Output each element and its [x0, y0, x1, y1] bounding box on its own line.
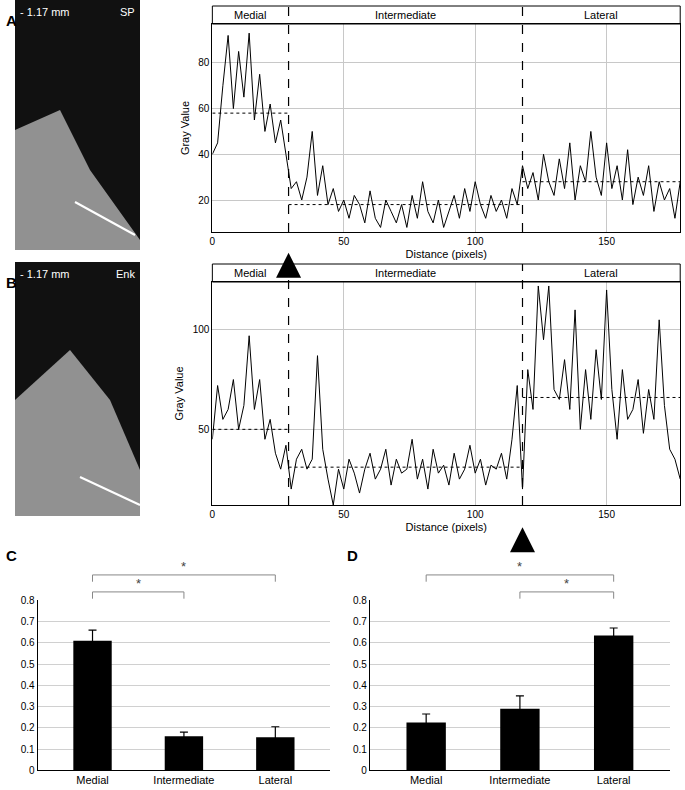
svg-text:80: 80 [198, 57, 210, 68]
svg-text:Lateral: Lateral [597, 774, 631, 786]
svg-text:*: * [181, 559, 186, 574]
svg-text:B: B [6, 274, 17, 291]
svg-text:0.7: 0.7 [21, 616, 35, 627]
svg-text:Enk: Enk [116, 268, 135, 280]
svg-text:60: 60 [198, 103, 210, 114]
svg-text:50: 50 [338, 509, 350, 520]
svg-text:Medial: Medial [410, 774, 442, 786]
svg-text:0: 0 [29, 765, 35, 776]
svg-text:*: * [517, 559, 522, 574]
svg-text:Lateral: Lateral [584, 9, 618, 21]
svg-text:0.3: 0.3 [21, 701, 35, 712]
svg-text:Gray Value: Gray Value [173, 366, 185, 420]
svg-text:150: 150 [598, 236, 615, 247]
svg-text:Medial: Medial [76, 774, 108, 786]
svg-text:0.2: 0.2 [353, 722, 367, 733]
svg-text:0.5: 0.5 [353, 659, 367, 670]
svg-text:0.3: 0.3 [353, 701, 367, 712]
svg-text:D: D [347, 547, 358, 564]
svg-text:0.7: 0.7 [353, 616, 367, 627]
svg-text:0.2: 0.2 [21, 722, 35, 733]
svg-text:SP: SP [120, 6, 135, 18]
svg-text:0.4: 0.4 [353, 680, 367, 691]
svg-text:0: 0 [361, 765, 367, 776]
svg-text:Lateral: Lateral [259, 774, 293, 786]
svg-text:100: 100 [193, 324, 210, 335]
svg-text:Distance (pixels): Distance (pixels) [406, 248, 487, 260]
svg-text:0: 0 [210, 236, 216, 247]
svg-text:20: 20 [198, 195, 210, 206]
svg-text:0.6: 0.6 [21, 637, 35, 648]
svg-text:Distance (pixels): Distance (pixels) [406, 521, 487, 533]
svg-text:*: * [136, 576, 141, 591]
svg-text:0.1: 0.1 [353, 744, 367, 755]
svg-text:100: 100 [467, 509, 484, 520]
svg-text:*: * [564, 576, 569, 591]
svg-text:- 1.17 mm: - 1.17 mm [20, 268, 70, 280]
svg-text:0.8: 0.8 [21, 595, 35, 606]
svg-text:100: 100 [467, 236, 484, 247]
svg-text:Intermediate: Intermediate [153, 774, 214, 786]
svg-text:Lateral: Lateral [584, 267, 618, 279]
svg-text:0.4: 0.4 [21, 680, 35, 691]
svg-text:0.5: 0.5 [21, 659, 35, 670]
svg-text:0: 0 [210, 509, 216, 520]
svg-text:C: C [6, 547, 17, 564]
svg-text:Medial: Medial [234, 267, 266, 279]
svg-text:150: 150 [598, 509, 615, 520]
svg-text:- 1.17 mm: - 1.17 mm [20, 6, 70, 18]
svg-text:Intermediate: Intermediate [489, 774, 550, 786]
svg-text:50: 50 [338, 236, 350, 247]
svg-text:A: A [6, 12, 17, 29]
svg-text:50: 50 [198, 424, 210, 435]
svg-text:0.1: 0.1 [21, 744, 35, 755]
svg-text:0.8: 0.8 [353, 595, 367, 606]
svg-text:0.6: 0.6 [353, 637, 367, 648]
svg-text:40: 40 [198, 149, 210, 160]
svg-text:Intermediate: Intermediate [375, 9, 436, 21]
svg-text:Intermediate: Intermediate [375, 267, 436, 279]
svg-text:Gray Value: Gray Value [179, 101, 191, 155]
svg-text:Medial: Medial [234, 9, 266, 21]
